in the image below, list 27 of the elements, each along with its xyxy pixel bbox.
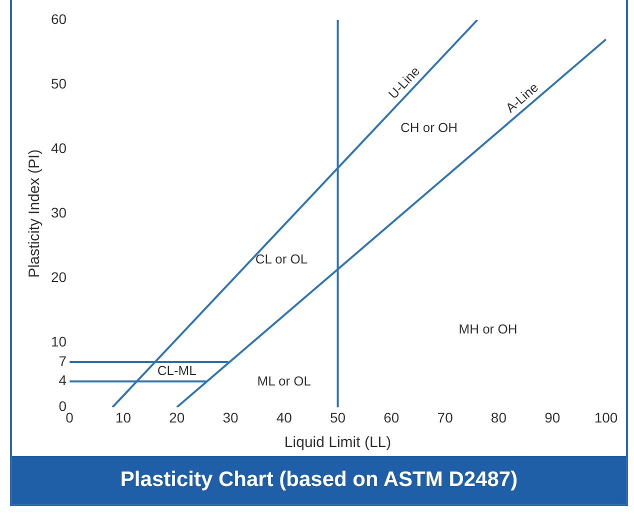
annotation: CL or OL	[255, 252, 308, 267]
x-tick-label: 20	[169, 409, 185, 426]
x-tick-label: 70	[437, 409, 454, 426]
annotation: CL-ML	[157, 363, 196, 378]
annotation: ML or OL	[257, 374, 311, 389]
y-tick-label: 7	[58, 352, 67, 369]
x-axis-title: Liquid Limit (LL)	[284, 434, 392, 452]
x-tick-label: 30	[222, 409, 238, 426]
y-tick-label: 4	[58, 372, 67, 388]
y-tick-label: 20	[50, 268, 67, 285]
x-tick-label: 60	[384, 409, 400, 426]
y-tick-label: 50	[50, 75, 67, 92]
x-tick-label: 100	[594, 409, 618, 426]
y-tick-label: 30	[50, 204, 67, 220]
x-tick-label: 10	[115, 409, 132, 426]
y-tick-label: 10	[50, 334, 67, 350]
x-tick-label: 90	[544, 409, 560, 426]
y-tick-label: 0	[58, 398, 67, 414]
y-tick-label: 40	[50, 140, 67, 156]
text: Plasticity Chart (based on ASTM D2487)	[12, 456, 626, 504]
x-tick-label: 40	[276, 409, 292, 426]
x-tick-label: 80	[490, 409, 507, 426]
y-axis-title: Plasticity Index (PI)	[26, 149, 44, 278]
x-tick-label: 50	[330, 409, 346, 426]
y-tick-label: 60	[50, 10, 67, 27]
annotation: CH or OH	[400, 120, 458, 135]
annotation: MH or OH	[458, 321, 518, 336]
